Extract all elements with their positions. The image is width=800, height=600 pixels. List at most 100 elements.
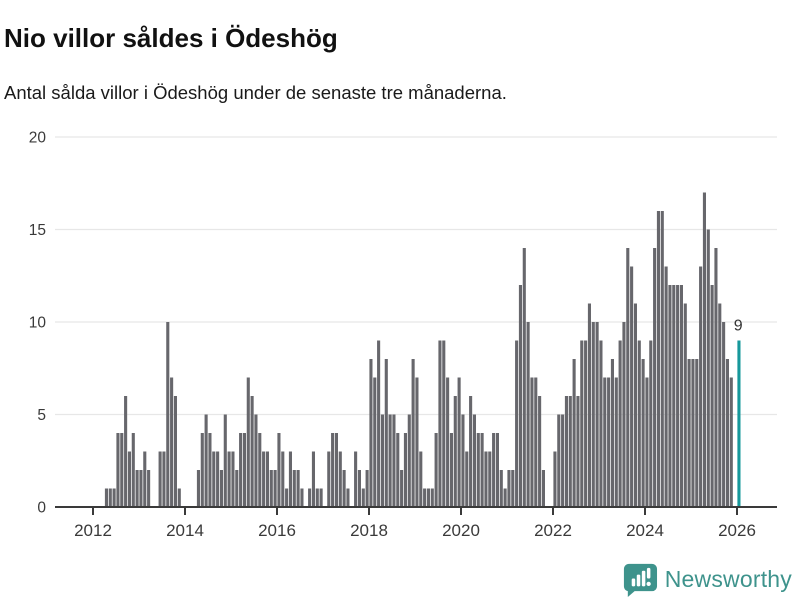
bar	[173, 396, 177, 507]
bar	[231, 451, 235, 507]
y-tick-label: 0	[37, 500, 46, 517]
bar	[296, 470, 300, 507]
bar	[453, 396, 457, 507]
bar	[729, 377, 733, 507]
bar	[607, 377, 611, 507]
bar	[223, 414, 227, 507]
bar	[664, 266, 668, 507]
bar	[591, 322, 595, 507]
bar	[277, 433, 281, 507]
bar	[361, 488, 365, 507]
bar	[484, 451, 488, 507]
bar	[346, 488, 350, 507]
bar	[127, 451, 131, 507]
bar	[503, 488, 507, 507]
logo-bar-large	[641, 570, 646, 587]
bar	[403, 433, 407, 507]
x-tick-label: 2026	[718, 521, 756, 540]
bar	[714, 248, 718, 507]
bar	[649, 340, 653, 507]
bar	[338, 451, 342, 507]
bar	[365, 470, 369, 507]
bar	[722, 322, 726, 507]
bar	[396, 433, 400, 507]
highlight-value-label: 9	[734, 318, 743, 335]
bar	[342, 470, 346, 507]
bar	[584, 340, 588, 507]
bar	[633, 303, 637, 507]
bar	[626, 248, 630, 507]
bar	[196, 470, 200, 507]
bar	[630, 266, 634, 507]
x-tick-label: 2020	[442, 521, 480, 540]
bar	[568, 396, 572, 507]
bar	[599, 340, 603, 507]
bar	[373, 377, 377, 507]
bar	[538, 396, 542, 507]
newsworthy-speech-bubble-chart-icon	[623, 563, 657, 598]
bar	[622, 322, 626, 507]
bar	[262, 451, 266, 507]
bar	[246, 377, 250, 507]
x-tick-label: 2012	[74, 521, 112, 540]
bar	[104, 488, 108, 507]
bar	[710, 285, 714, 507]
bar	[281, 451, 285, 507]
bar	[557, 414, 561, 507]
bar	[219, 470, 223, 507]
bar	[235, 470, 239, 507]
bar	[315, 488, 319, 507]
bar	[488, 451, 492, 507]
bar	[423, 488, 427, 507]
bar	[553, 451, 557, 507]
bar	[691, 359, 695, 507]
bar	[515, 340, 519, 507]
bar	[331, 433, 335, 507]
bar	[354, 451, 358, 507]
newsworthy-logo[interactable]: Newsworthy	[621, 561, 792, 598]
bar	[216, 451, 220, 507]
bar	[702, 192, 706, 507]
bar	[653, 248, 657, 507]
bar	[143, 451, 147, 507]
bar	[250, 396, 254, 507]
bar	[457, 377, 461, 507]
bar	[434, 433, 438, 507]
bar	[377, 340, 381, 507]
bar	[300, 488, 304, 507]
bar	[170, 377, 174, 507]
bar	[518, 285, 522, 507]
bar	[465, 451, 469, 507]
highlight-bar	[737, 340, 741, 507]
bar	[311, 451, 315, 507]
bar	[384, 359, 388, 507]
bar	[426, 488, 430, 507]
bar	[683, 303, 687, 507]
speech-bubble-shape	[623, 563, 657, 598]
bar	[288, 451, 292, 507]
bar	[254, 414, 258, 507]
bar	[522, 248, 526, 507]
bar	[158, 451, 162, 507]
bar	[603, 377, 607, 507]
bar	[400, 470, 404, 507]
x-tick-label: 2018	[350, 521, 388, 540]
bar	[718, 303, 722, 507]
bar	[442, 340, 446, 507]
bar	[147, 470, 151, 507]
bar	[273, 470, 277, 507]
bar	[411, 359, 415, 507]
bar	[656, 211, 660, 507]
bar	[461, 414, 465, 507]
bar	[480, 433, 484, 507]
bar	[265, 451, 269, 507]
bar	[166, 322, 170, 507]
bar	[430, 488, 434, 507]
bar	[499, 470, 503, 507]
bar	[511, 470, 515, 507]
bar	[415, 377, 419, 507]
bar	[495, 433, 499, 507]
bar	[419, 451, 423, 507]
bar	[319, 488, 323, 507]
